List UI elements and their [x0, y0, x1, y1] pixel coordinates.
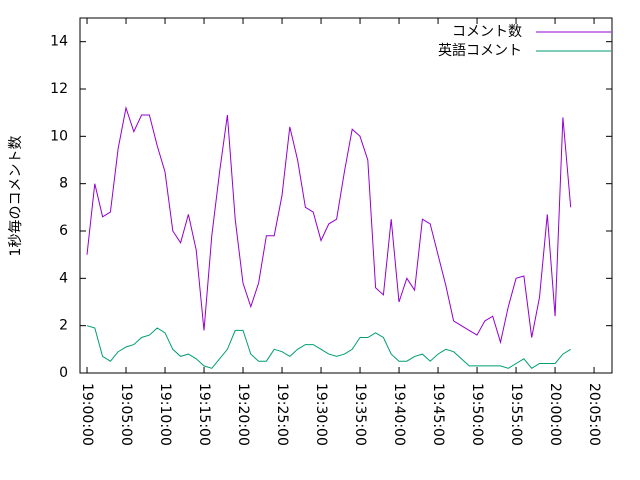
x-tick-label: 20:05:00: [586, 383, 602, 446]
y-tick-label: 14: [50, 34, 68, 50]
x-tick-label: 19:45:00: [430, 383, 446, 446]
x-tick-label: 19:05:00: [118, 383, 134, 446]
plot-frame: [79, 17, 613, 374]
x-tick-label: 20:00:00: [547, 383, 563, 446]
y-tick-label: 10: [50, 128, 68, 144]
y-tick-label: 2: [59, 318, 68, 334]
y-tick-label: 0: [59, 365, 68, 381]
x-tick-label: 19:00:00: [79, 383, 95, 446]
x-tick-label: 19:30:00: [313, 383, 329, 446]
y-tick-label: 12: [50, 81, 68, 97]
y-tick-label: 4: [59, 270, 68, 286]
legend-label: 英語コメント: [438, 42, 522, 59]
x-tick-label: 19:50:00: [469, 383, 485, 446]
x-tick-label: 19:10:00: [157, 383, 173, 446]
series-line: [86, 325, 571, 369]
x-tick-label: 19:40:00: [391, 383, 407, 446]
x-tick-label: 19:15:00: [196, 383, 212, 446]
x-tick-label: 19:35:00: [352, 383, 368, 446]
legend-label: コメント数: [452, 24, 522, 40]
y-tick-label: 8: [59, 176, 68, 192]
series-line: [86, 105, 572, 345]
y-axis-label: 1秒毎のコメント数: [8, 136, 24, 257]
x-tick-label: 19:20:00: [235, 383, 251, 446]
x-tick-label: 19:25:00: [274, 383, 290, 446]
x-tick-label: 19:55:00: [508, 383, 524, 446]
y-tick-label: 6: [59, 223, 68, 239]
